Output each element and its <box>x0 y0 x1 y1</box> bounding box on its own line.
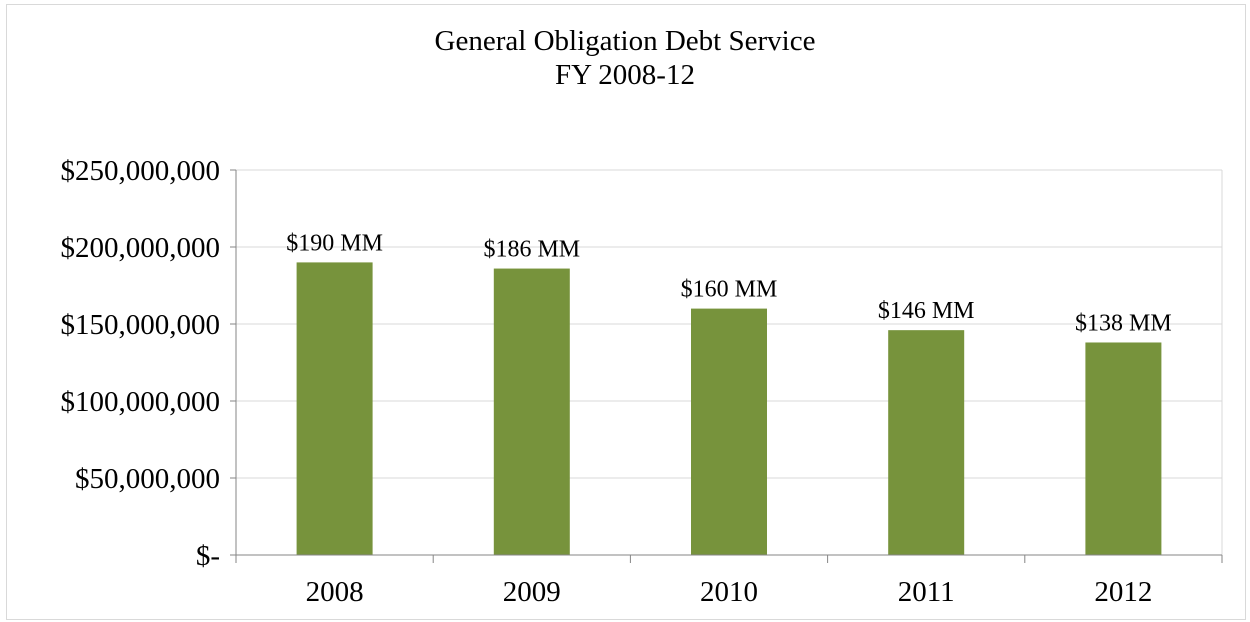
x-tick-label: 2008 <box>306 576 364 608</box>
bar-2010 <box>691 308 767 555</box>
y-tick-label: $150,000,000 <box>61 309 221 341</box>
chart-title-block: General Obligation Debt Service FY 2008-… <box>0 24 1250 92</box>
bar-2008 <box>296 262 373 555</box>
data-label: $138 MM <box>1075 310 1172 336</box>
y-tick-label: $100,000,000 <box>61 386 221 418</box>
data-label: $146 MM <box>878 298 975 324</box>
x-tick-label: 2009 <box>503 576 561 608</box>
y-tick-label: $- <box>196 540 220 572</box>
bar-2012 <box>1085 342 1162 555</box>
x-tick-label: 2011 <box>898 576 955 608</box>
data-label: $186 MM <box>483 237 580 263</box>
axes <box>230 169 1223 563</box>
data-labels: $190 MM $186 MM $160 MM $146 MM $138 MM <box>286 230 1171 336</box>
y-tick-label: $200,000,000 <box>61 232 221 264</box>
y-tick-label: $50,000,000 <box>75 463 220 495</box>
plot-area: $- $50,000,000 $100,000,000 $150,000,000 $20… <box>61 155 1223 608</box>
y-tick-label: $250,000,000 <box>61 155 221 187</box>
chart-title: General Obligation Debt Service <box>434 25 816 57</box>
chart-frame <box>6 4 1246 620</box>
x-tick-label: 2010 <box>700 576 758 608</box>
bars <box>296 262 1162 555</box>
bar-2011 <box>888 330 965 555</box>
x-tick-label: 2012 <box>1094 576 1152 608</box>
chart-subtitle: FY 2008-12 <box>555 59 695 91</box>
data-label: $190 MM <box>286 230 383 256</box>
x-axis-tick-labels: 2008 2009 2010 2011 2012 <box>306 576 1153 608</box>
y-axis-tick-labels: $- $50,000,000 $100,000,000 $150,000,000 $20… <box>61 155 221 572</box>
bar-2009 <box>493 268 570 555</box>
data-label: $160 MM <box>681 277 778 303</box>
